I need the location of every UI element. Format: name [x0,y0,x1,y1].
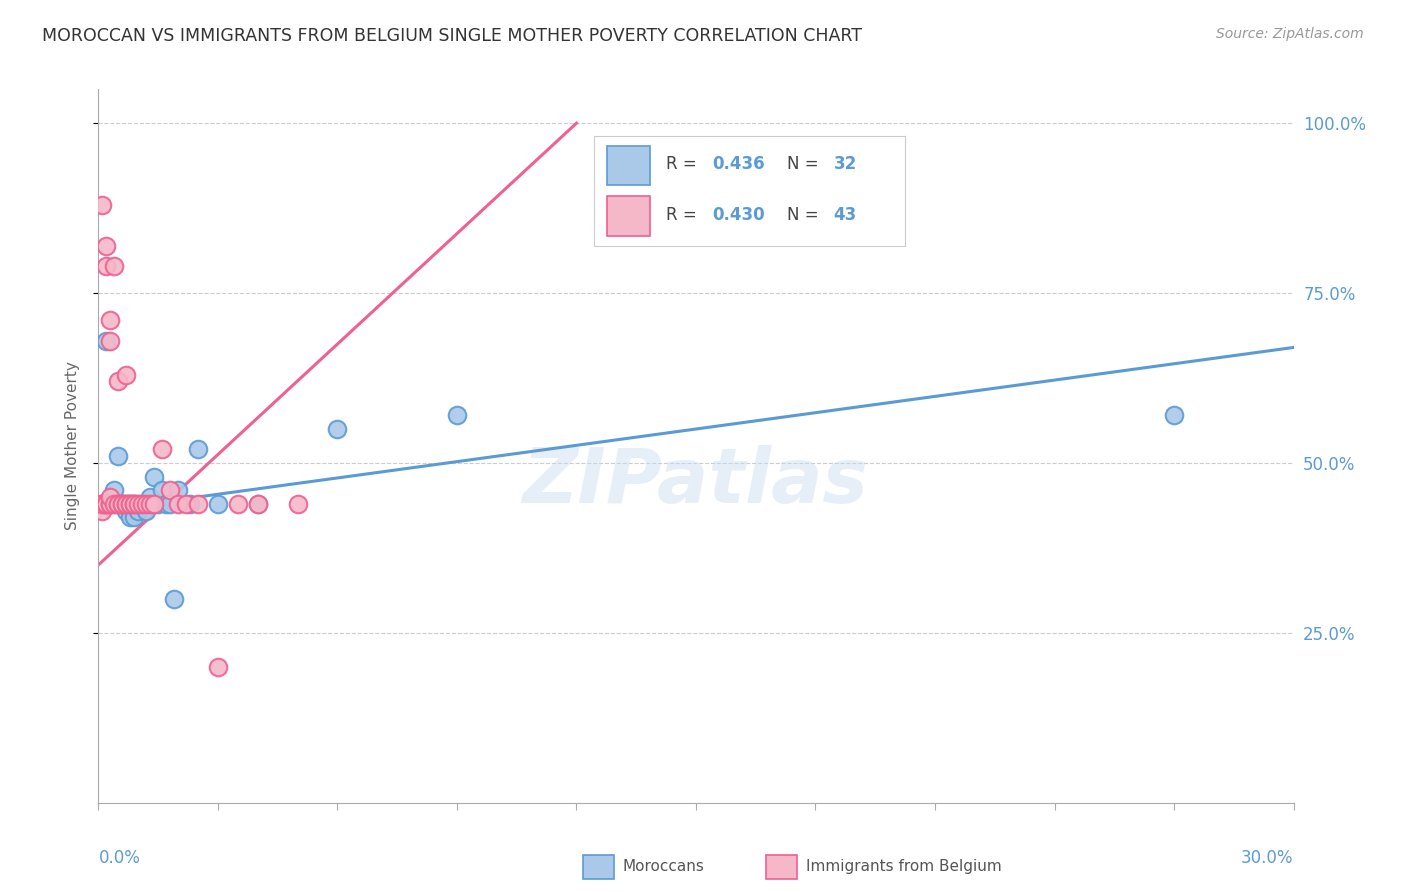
Point [174,497,197,511]
FancyBboxPatch shape [607,145,651,186]
Y-axis label: Single Mother Poverty: Single Mother Poverty [65,361,80,531]
Point [107,375,129,389]
Point [91,497,114,511]
Point [91,503,114,517]
Point [207,497,229,511]
Point [96,497,118,511]
Text: 32: 32 [834,155,856,173]
Point [124,497,146,511]
Text: N =: N = [787,155,824,173]
Point [124,497,146,511]
Text: Immigrants from Belgium: Immigrants from Belgium [806,859,1001,873]
Point [100,497,122,511]
Point [127,497,149,511]
Point [287,497,309,511]
Point [91,497,114,511]
Point [246,497,269,511]
Point [1163,409,1185,423]
Point [111,497,134,511]
Point [107,497,129,511]
Point [124,497,146,511]
Point [96,497,118,511]
Point [159,483,181,498]
Point [111,497,134,511]
Point [107,449,129,463]
Point [120,497,142,511]
Point [115,497,138,511]
Point [100,334,122,348]
Text: 0.430: 0.430 [713,206,765,224]
Point [91,198,114,212]
Point [115,503,138,517]
Point [131,497,153,511]
Text: R =: R = [666,206,702,224]
Point [120,497,142,511]
Point [91,497,114,511]
Text: 0.0%: 0.0% [98,849,141,867]
Text: MOROCCAN VS IMMIGRANTS FROM BELGIUM SINGLE MOTHER POVERTY CORRELATION CHART: MOROCCAN VS IMMIGRANTS FROM BELGIUM SING… [42,27,862,45]
Text: Source: ZipAtlas.com: Source: ZipAtlas.com [1216,27,1364,41]
Point [107,497,129,511]
Point [187,442,209,457]
Point [446,409,468,423]
FancyBboxPatch shape [607,196,651,236]
Point [135,497,157,511]
Point [91,497,114,511]
Point [96,334,118,348]
Point [163,591,186,606]
Point [103,497,125,511]
Point [127,503,149,517]
Point [167,497,190,511]
Point [155,497,177,511]
Text: N =: N = [787,206,824,224]
Point [100,490,122,504]
Text: Moroccans: Moroccans [623,859,704,873]
Point [326,422,349,436]
Point [143,497,166,511]
Point [159,497,181,511]
Point [150,442,173,457]
Point [135,503,157,517]
Point [226,497,249,511]
Text: 30.0%: 30.0% [1241,849,1294,867]
Point [100,497,122,511]
Point [115,497,138,511]
Point [120,497,142,511]
Point [107,497,129,511]
Text: ZIPatlas: ZIPatlas [523,445,869,518]
Point [103,259,125,273]
Point [100,497,122,511]
Point [124,510,146,524]
Point [246,497,269,511]
Point [100,313,122,327]
Point [167,483,190,498]
Point [120,510,142,524]
Point [96,238,118,252]
Point [96,259,118,273]
Point [187,497,209,511]
Point [207,660,229,674]
Point [150,483,173,498]
Point [179,497,201,511]
Point [127,497,149,511]
Text: 43: 43 [834,206,856,224]
Point [143,469,166,483]
Point [131,497,153,511]
Point [148,497,170,511]
Point [115,368,138,382]
Point [96,497,118,511]
Point [103,483,125,498]
Text: R =: R = [666,155,702,173]
Point [115,497,138,511]
Text: 0.436: 0.436 [713,155,765,173]
Point [139,497,162,511]
Point [111,497,134,511]
Point [139,490,162,504]
